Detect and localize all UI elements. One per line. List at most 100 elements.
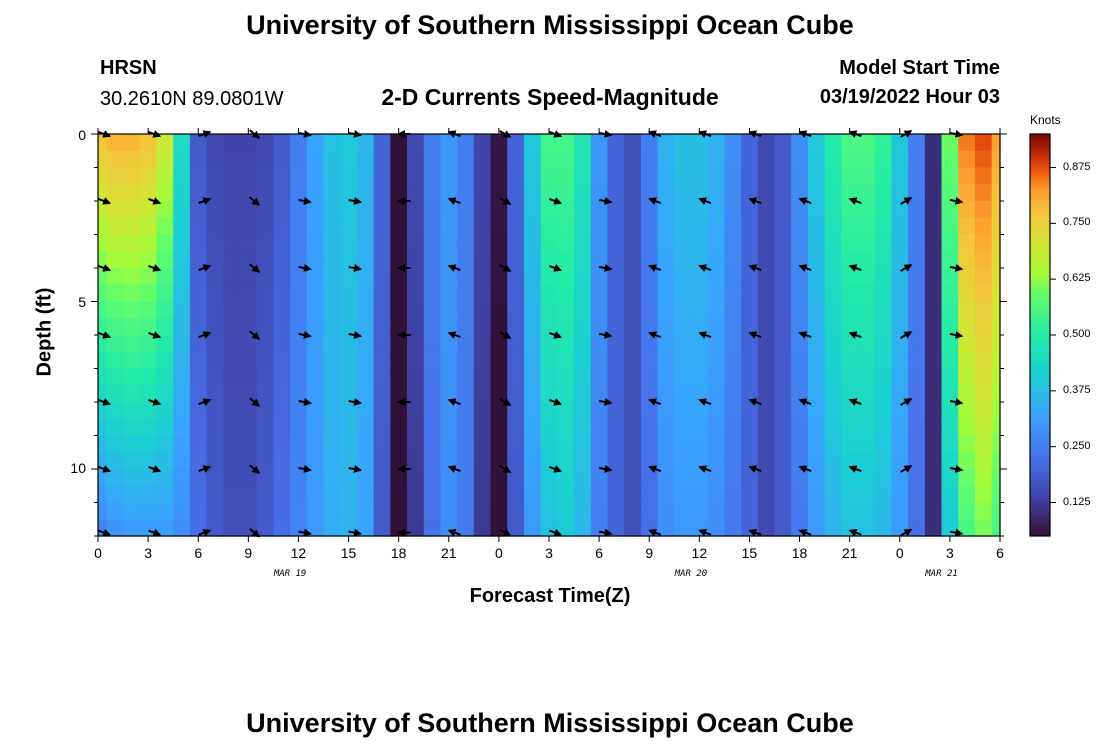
heatmap-cell	[290, 167, 308, 185]
heatmap-cell	[440, 452, 458, 470]
heatmap-cell	[974, 234, 993, 252]
heatmap-cell	[674, 435, 692, 453]
heatmap-cell	[741, 167, 759, 185]
heatmap-cell	[373, 351, 391, 370]
heatmap-cell	[707, 234, 725, 252]
heatmap-cell	[958, 201, 976, 219]
heatmap-cell	[958, 351, 976, 370]
heatmap-cell	[657, 368, 675, 386]
heatmap-cell	[841, 251, 859, 269]
heatmap-cell	[106, 268, 124, 286]
heatmap-cell	[724, 268, 742, 286]
heatmap-cell	[473, 452, 492, 470]
heatmap-cell	[457, 184, 475, 202]
heatmap-cell	[791, 418, 809, 437]
heatmap-cell	[189, 318, 208, 336]
heatmap-cell	[340, 385, 358, 403]
heatmap-cell	[624, 418, 642, 437]
heatmap-cell	[523, 201, 542, 219]
x-tick-label: 15	[340, 545, 357, 561]
heatmap-cell	[841, 385, 859, 403]
heatmap-cell	[824, 284, 842, 303]
heatmap-cell	[306, 469, 325, 487]
heatmap-cell	[290, 318, 308, 336]
heatmap-cell	[974, 519, 993, 537]
heatmap-cell	[690, 167, 709, 185]
heatmap-cell	[256, 167, 274, 185]
heatmap-cell	[924, 519, 943, 537]
current-vector-arrow	[648, 529, 662, 537]
heatmap-cell	[690, 318, 709, 336]
heatmap-cell	[824, 368, 842, 386]
heatmap-cell	[741, 284, 759, 303]
heatmap-cell	[908, 184, 926, 202]
heatmap-cell	[523, 167, 542, 185]
current-vector-arrow	[900, 398, 913, 406]
heatmap-cell	[858, 134, 876, 152]
heatmap-cell	[941, 485, 959, 504]
heatmap-cell	[707, 201, 725, 219]
heatmap-cell	[223, 469, 241, 487]
heatmap-cell	[757, 284, 776, 303]
heatmap-cell	[523, 385, 542, 403]
heatmap-cell	[189, 167, 208, 185]
heatmap-cell	[924, 251, 943, 269]
heatmap-cell	[373, 502, 391, 520]
heatmap-cell	[473, 502, 492, 520]
heatmap-cell	[707, 184, 725, 202]
heatmap-cell	[757, 318, 776, 336]
current-vector-arrow	[599, 330, 613, 339]
heatmap-cell	[440, 150, 458, 169]
heatmap-cell	[440, 301, 458, 319]
heatmap-cell	[423, 167, 442, 185]
heatmap-cell	[724, 150, 742, 169]
heatmap-cell	[457, 217, 475, 236]
heatmap-cell	[657, 301, 675, 319]
heatmap-cell	[690, 234, 709, 252]
heatmap-cell	[791, 502, 809, 520]
heatmap-cell	[841, 134, 859, 152]
heatmap-cell	[323, 502, 341, 520]
heatmap-cell	[657, 251, 675, 269]
heatmap-cell	[273, 150, 291, 169]
heatmap-cell	[858, 301, 876, 319]
heatmap-cell	[774, 301, 792, 319]
heatmap-cell	[607, 217, 625, 236]
current-vector-arrow	[148, 331, 162, 339]
heatmap-cell	[407, 184, 425, 202]
heatmap-cell	[290, 418, 308, 437]
heatmap-cell	[757, 469, 776, 487]
heatmap-cell	[991, 368, 1001, 386]
heatmap-cell	[540, 502, 558, 520]
heatmap-cell	[239, 402, 258, 420]
heatmap-cell	[290, 268, 308, 286]
heatmap-cell	[858, 167, 876, 185]
heatmap-cell	[256, 318, 274, 336]
current-vector-arrow	[949, 528, 964, 537]
heatmap-cell	[390, 301, 408, 319]
heatmap-cell	[256, 301, 274, 319]
heatmap-cell	[574, 284, 592, 303]
heatmap-cell	[273, 402, 291, 420]
heatmap-cell	[473, 485, 492, 504]
heatmap-cell	[807, 217, 826, 236]
heatmap-cell	[841, 469, 859, 487]
heatmap-cell	[690, 184, 709, 202]
heatmap-cell	[774, 351, 792, 370]
heatmap-cell	[791, 217, 809, 236]
heatmap-cell	[924, 150, 943, 169]
heatmap-cell	[98, 134, 107, 152]
heatmap-cell	[390, 184, 408, 202]
heatmap-cell	[707, 418, 725, 437]
heatmap-cell	[674, 217, 692, 236]
heatmap-cell	[206, 335, 224, 353]
heatmap-cell	[189, 234, 208, 252]
heatmap-cell	[574, 134, 592, 152]
heatmap-cell	[757, 502, 776, 520]
heatmap-cell	[807, 318, 826, 336]
heatmap-cell	[657, 351, 675, 370]
heatmap-cell	[674, 368, 692, 386]
heatmap-cell	[674, 485, 692, 504]
heatmap-cell	[958, 251, 976, 269]
heatmap-cell	[590, 301, 609, 319]
